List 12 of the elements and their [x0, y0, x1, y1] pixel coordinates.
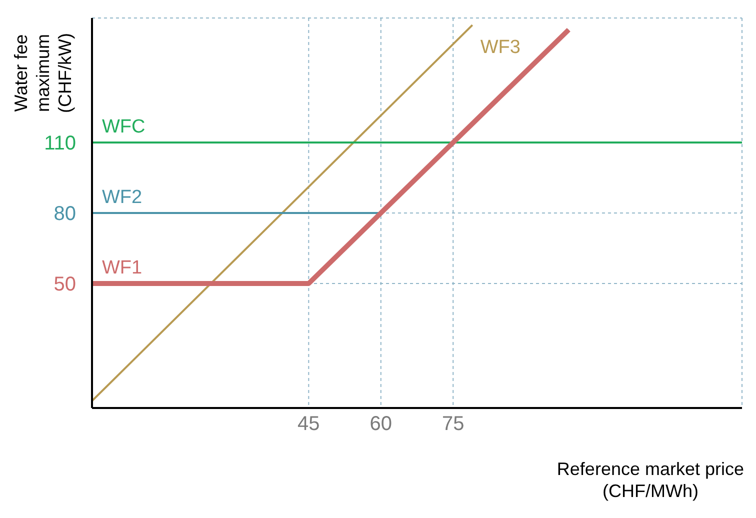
x-tick-label: 75 [442, 413, 464, 436]
series-label: WF3 [480, 37, 520, 58]
x-axis-title: Reference market price (CHF/MWh) [556, 458, 744, 502]
y-tick-label: 50 [54, 273, 76, 296]
series-label: WF1 [102, 257, 142, 278]
series-label: WFC [102, 116, 146, 138]
series-label: WF2 [102, 187, 142, 208]
y-tick-label: 110 [44, 132, 76, 155]
y-tick-label: 80 [54, 203, 76, 225]
y-axis-title: Water fee maximum (CHF/kW) [10, 33, 76, 113]
x-tick-label: 60 [370, 413, 392, 436]
x-tick-label: 45 [298, 413, 320, 436]
